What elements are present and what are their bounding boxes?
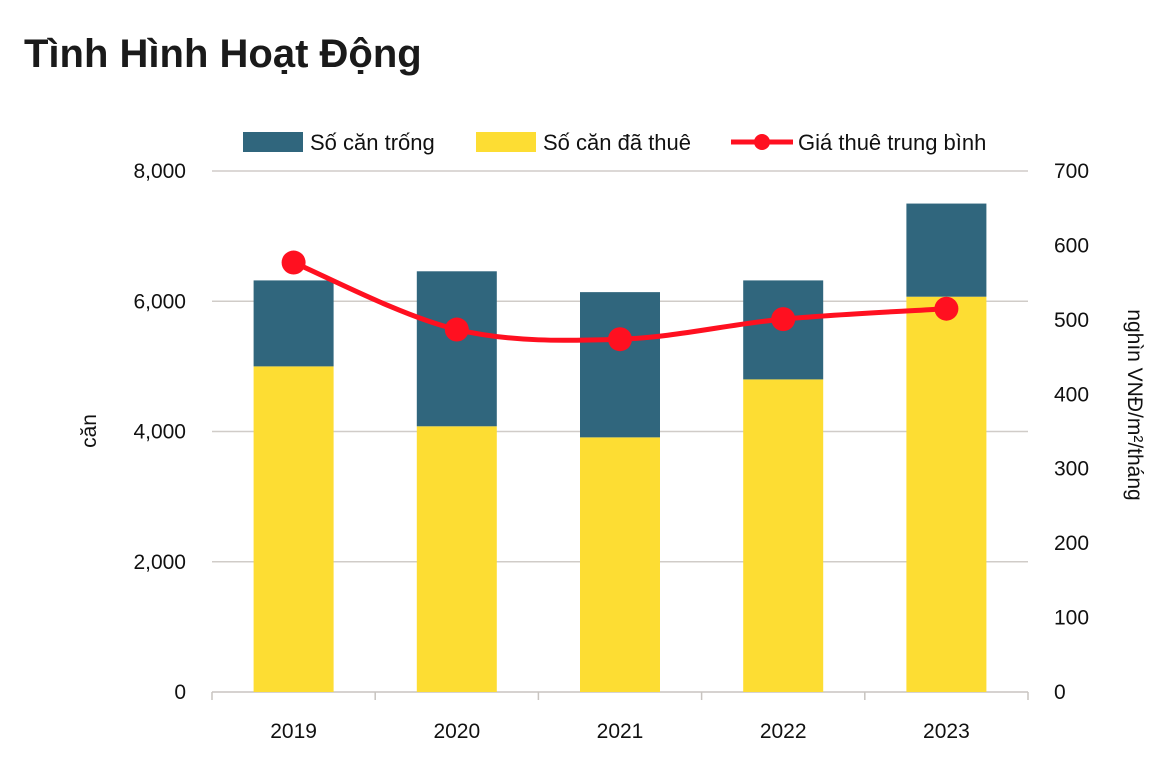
point-average-rent-2021 — [608, 327, 632, 352]
bar-rented-2019 — [253, 366, 334, 692]
legend-marker-line — [754, 134, 770, 150]
y2-tick-label: 500 — [1054, 309, 1089, 332]
bar-rented-2020 — [416, 426, 497, 692]
x-tick-label: 2020 — [433, 720, 480, 743]
x-tick-label: 2021 — [597, 720, 644, 743]
y2-tick-label: 0 — [1054, 681, 1066, 704]
y2-tick-label: 600 — [1054, 234, 1089, 257]
y-tick-label: 6,000 — [133, 290, 186, 313]
bar-rented-2023 — [906, 296, 987, 692]
bar-rented-2022 — [743, 379, 824, 692]
y-tick-label: 8,000 — [133, 160, 186, 183]
x-tick-label: 2022 — [760, 720, 807, 743]
y2-tick-label: 200 — [1054, 532, 1089, 555]
bar-vacant-2021 — [580, 292, 660, 438]
y2-tick-label: 400 — [1054, 383, 1089, 406]
y-tick-label: 2,000 — [133, 551, 186, 574]
y-axis-label: căn — [78, 414, 101, 448]
point-average-rent-2020 — [444, 317, 469, 342]
point-average-rent-2022 — [771, 307, 796, 332]
chart-title: Tình Hình Hoạt Động — [24, 32, 422, 76]
bar-vacant-2023 — [906, 203, 987, 297]
legend-label-rented: Số căn đã thuê — [543, 130, 691, 155]
y-tick-label: 0 — [174, 681, 186, 704]
y2-tick-label: 700 — [1054, 160, 1089, 183]
point-average-rent-2023 — [934, 296, 959, 321]
legend-swatch-vacant — [243, 132, 303, 152]
legend-label-vacant: Số căn trống — [310, 130, 435, 155]
bar-vacant-2020 — [416, 271, 497, 427]
y-tick-label: 4,000 — [133, 421, 186, 444]
bar-rented-2021 — [580, 437, 660, 692]
legend-label-line: Giá thuê trung bình — [798, 130, 986, 155]
y2-tick-label: 300 — [1054, 458, 1089, 481]
y2-axis-label: nghìn VNĐ/m²/tháng — [1123, 309, 1146, 500]
y2-tick-label: 100 — [1054, 607, 1089, 630]
point-average-rent-2019 — [281, 250, 306, 275]
bar-vacant-2019 — [253, 280, 334, 367]
x-tick-label: 2019 — [270, 720, 317, 743]
legend-swatch-rented — [476, 132, 536, 152]
x-tick-label: 2023 — [923, 720, 970, 743]
